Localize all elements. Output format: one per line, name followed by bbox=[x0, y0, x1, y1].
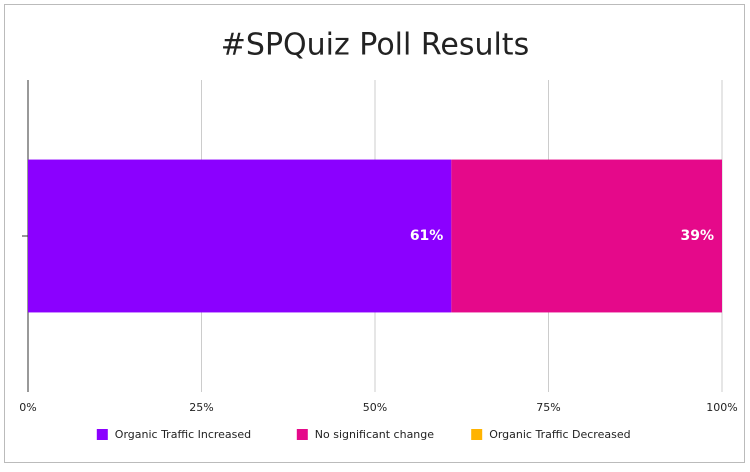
bar-segment bbox=[451, 159, 722, 313]
x-tick-label: 0% bbox=[19, 401, 36, 414]
legend-swatch bbox=[296, 429, 308, 440]
legend-label: Organic Traffic Decreased bbox=[489, 428, 630, 441]
legend-label: Organic Traffic Increased bbox=[115, 428, 251, 441]
legend-swatch bbox=[96, 429, 108, 440]
chart-title: #SPQuiz Poll Results bbox=[221, 28, 529, 63]
x-tick-label: 50% bbox=[363, 401, 387, 414]
value-label: 39% bbox=[680, 228, 714, 244]
x-tick-label: 75% bbox=[536, 401, 560, 414]
bar-segment bbox=[28, 159, 452, 313]
value-label: 61% bbox=[410, 228, 444, 244]
x-tick-label: 100% bbox=[706, 401, 737, 414]
x-tick-label: 25% bbox=[189, 401, 213, 414]
legend-swatch bbox=[471, 429, 483, 440]
legend-label: No significant change bbox=[315, 428, 434, 441]
